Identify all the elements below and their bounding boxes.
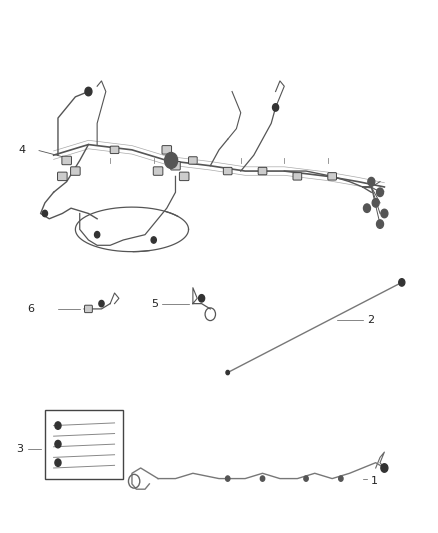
FancyBboxPatch shape: [153, 167, 163, 175]
Circle shape: [226, 476, 230, 481]
Circle shape: [165, 152, 178, 168]
Circle shape: [304, 476, 308, 481]
Circle shape: [55, 440, 61, 448]
Circle shape: [260, 476, 265, 481]
FancyBboxPatch shape: [171, 161, 180, 170]
FancyBboxPatch shape: [180, 172, 189, 181]
Text: 1: 1: [371, 477, 378, 486]
Circle shape: [364, 204, 371, 213]
Text: 4: 4: [19, 145, 26, 155]
Circle shape: [55, 459, 61, 466]
FancyBboxPatch shape: [85, 305, 92, 313]
FancyBboxPatch shape: [258, 167, 267, 175]
Bar: [45, 410, 123, 479]
Circle shape: [55, 422, 61, 429]
Circle shape: [381, 209, 388, 217]
FancyBboxPatch shape: [110, 146, 119, 154]
Circle shape: [377, 220, 384, 228]
Circle shape: [151, 237, 156, 243]
FancyBboxPatch shape: [293, 173, 302, 180]
FancyBboxPatch shape: [188, 157, 197, 164]
FancyBboxPatch shape: [57, 172, 67, 181]
FancyBboxPatch shape: [223, 167, 232, 175]
Circle shape: [339, 476, 343, 481]
FancyBboxPatch shape: [71, 167, 80, 175]
Text: 6: 6: [28, 304, 35, 314]
Circle shape: [399, 279, 405, 286]
Circle shape: [198, 295, 205, 302]
FancyBboxPatch shape: [62, 156, 71, 165]
FancyBboxPatch shape: [162, 146, 172, 154]
Circle shape: [85, 87, 92, 96]
Circle shape: [372, 199, 379, 207]
FancyBboxPatch shape: [328, 173, 336, 180]
Text: 5: 5: [151, 298, 158, 309]
Circle shape: [226, 370, 230, 375]
Circle shape: [368, 177, 375, 186]
Circle shape: [99, 301, 104, 307]
Text: 3: 3: [16, 445, 23, 455]
Circle shape: [272, 104, 279, 111]
Text: 2: 2: [367, 314, 374, 325]
Circle shape: [42, 211, 47, 216]
Circle shape: [381, 464, 388, 472]
Circle shape: [95, 231, 100, 238]
Circle shape: [377, 188, 384, 197]
